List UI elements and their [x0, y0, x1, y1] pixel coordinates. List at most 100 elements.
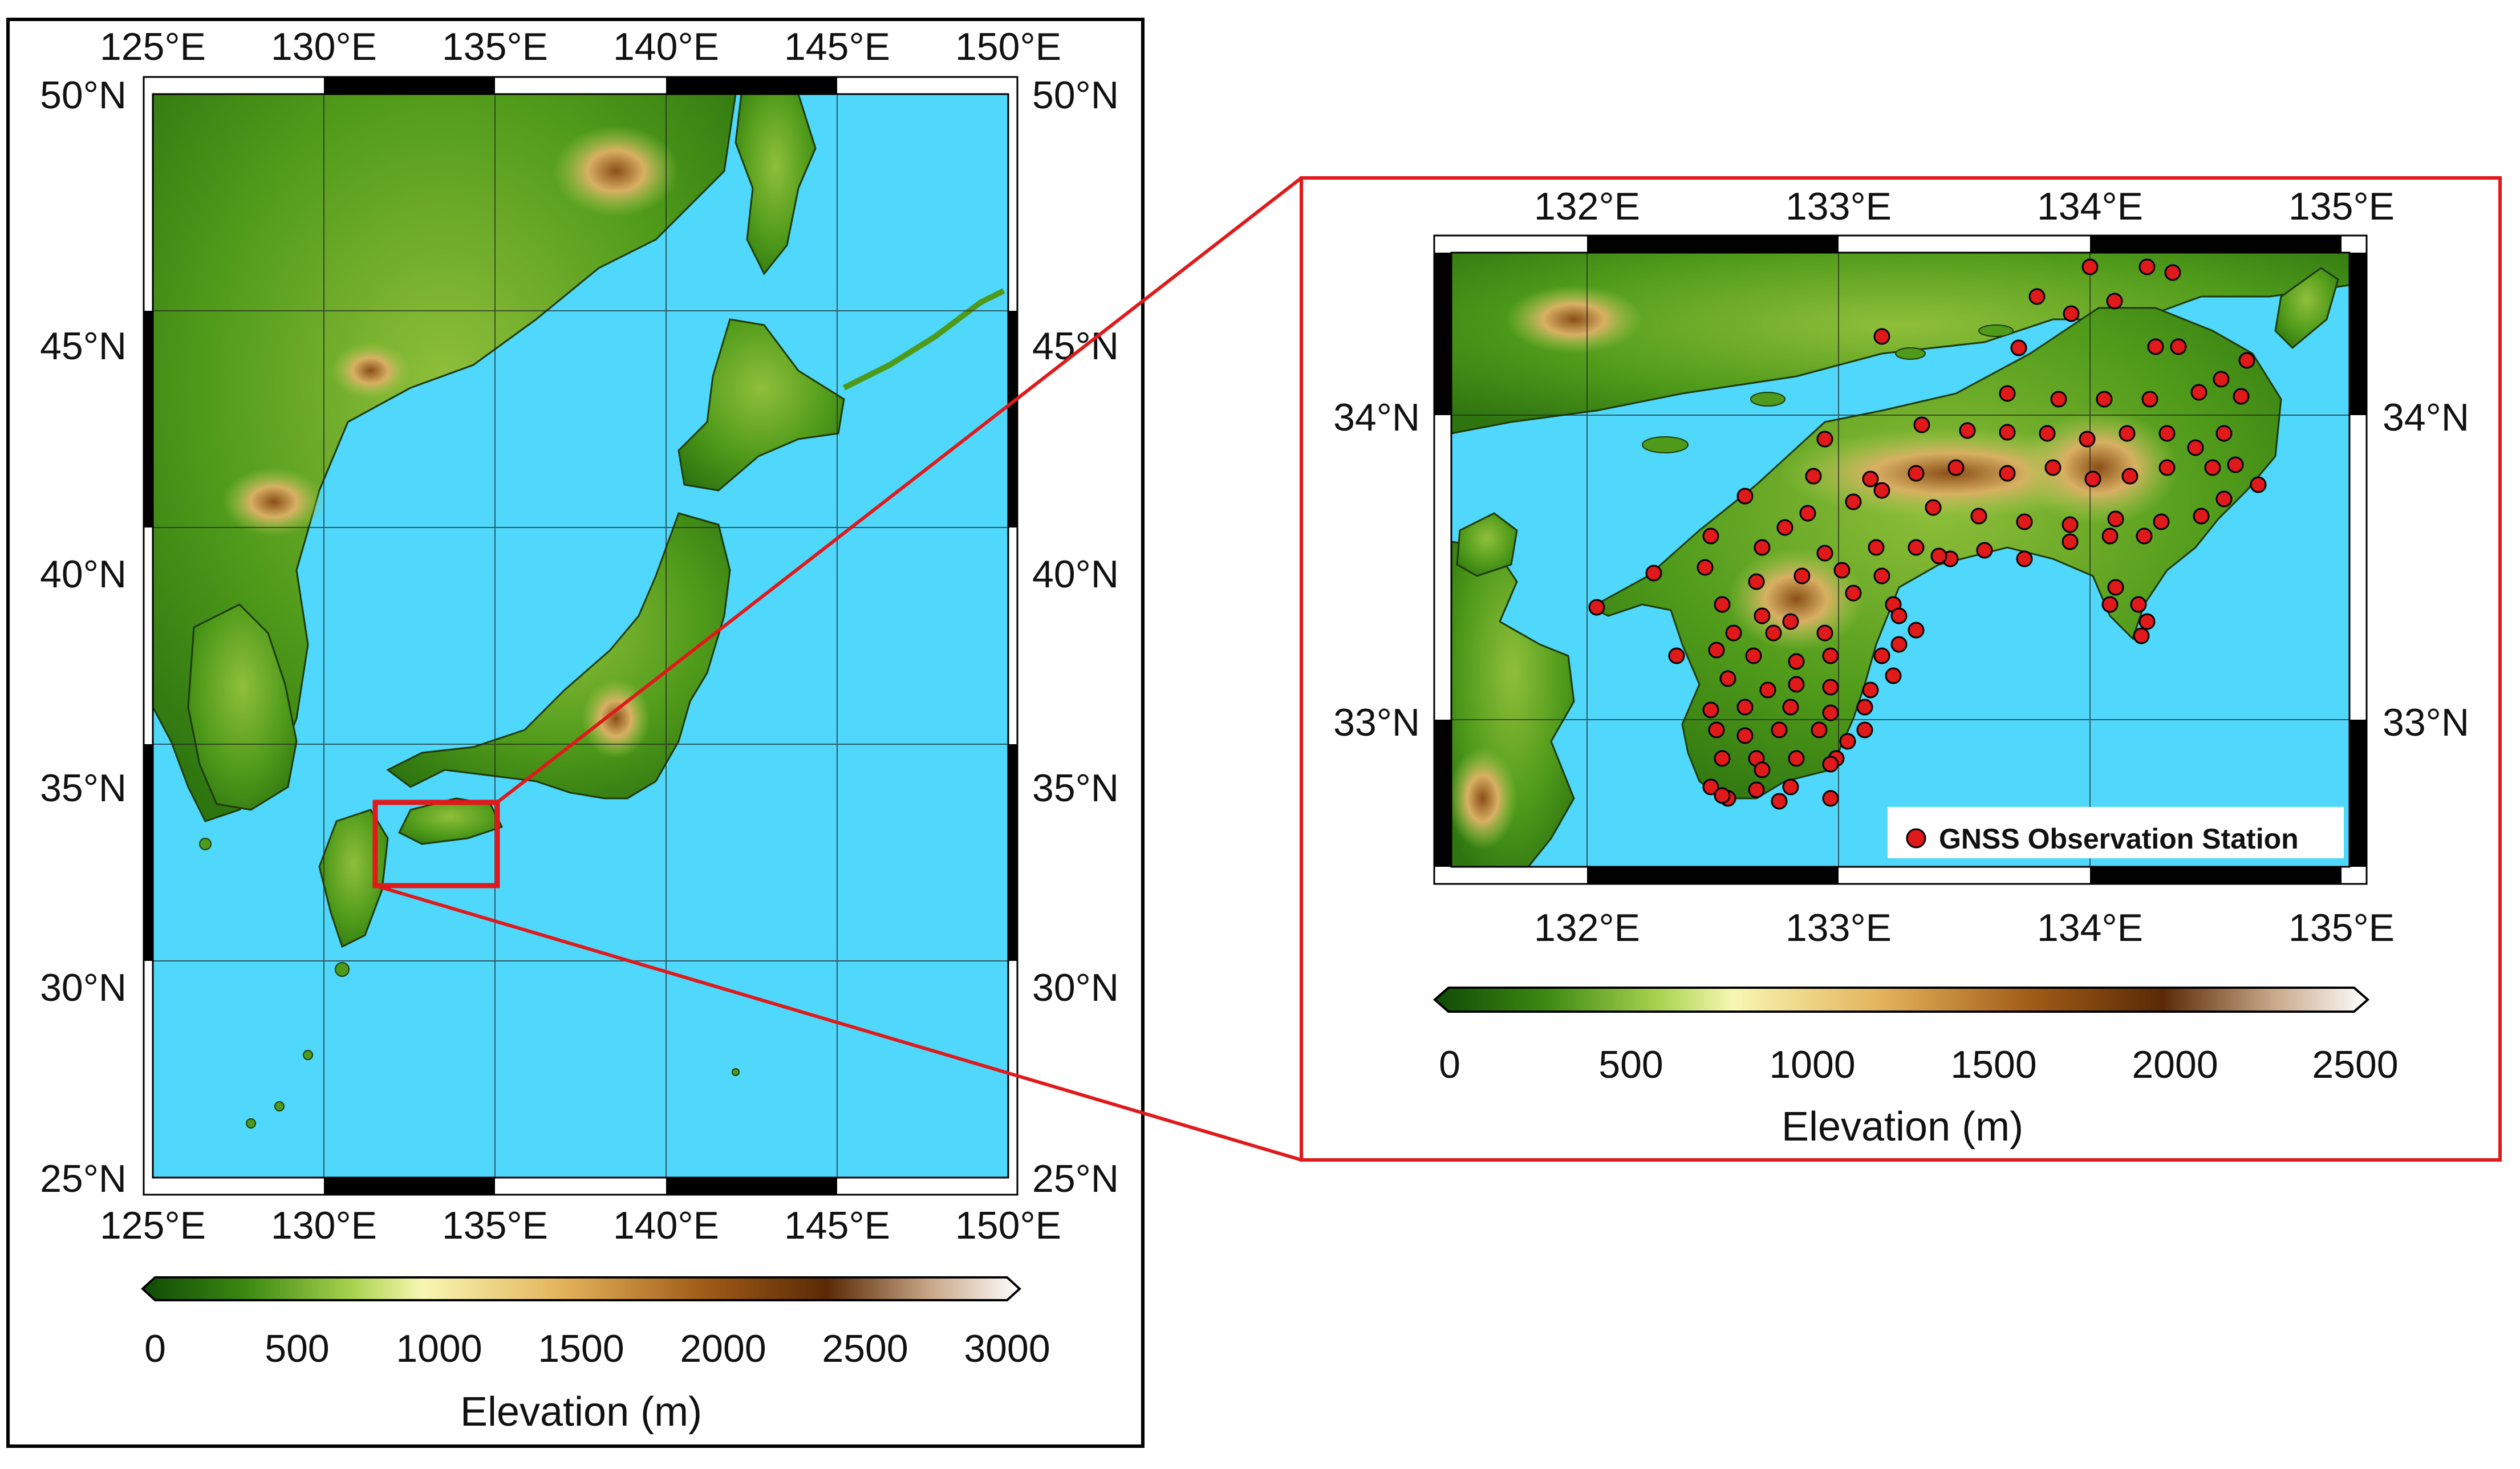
left-map-lon-labels-top: 125°E 130°E 135°E 140°E 145°E 150°E: [100, 25, 1061, 68]
lon-label: 135°E: [2288, 185, 2395, 228]
gnss-station-marker: [1885, 667, 1902, 684]
lon-label: 133°E: [1785, 185, 1892, 228]
colorbar-tick-label: 500: [265, 1327, 329, 1370]
gnss-station-marker: [1873, 567, 1890, 585]
left-map: [143, 76, 1018, 1196]
gnss-station-marker: [1970, 508, 1987, 525]
right-map-island: [1642, 436, 1689, 453]
gnss-station-marker: [1702, 527, 1719, 545]
gnss-station-marker: [2101, 596, 2119, 613]
lon-label: 150°E: [955, 1204, 1061, 1247]
left-map-island: [732, 1068, 740, 1076]
gnss-station-marker: [1816, 431, 1833, 448]
left-colorbar-label: Elevation (m): [460, 1389, 702, 1435]
colorbar-tick-label: 1500: [538, 1327, 624, 1370]
gnss-station-marker: [2101, 527, 2119, 545]
gnss-station-marker: [1702, 701, 1719, 719]
zoom-connector-line: [496, 176, 1302, 804]
gnss-station-marker: [1908, 465, 1925, 482]
gnss-station-marker: [1645, 565, 1662, 582]
gnss-station-marker: [1822, 790, 1839, 807]
lon-label: 134°E: [2037, 906, 2143, 949]
left-map-study-area-box: [372, 800, 500, 888]
gnss-station-marker: [1930, 547, 1947, 565]
gnss-station-marker: [1697, 559, 1714, 576]
gnss-station-marker: [2119, 425, 2136, 442]
gnss-station-marker: [1714, 596, 1731, 613]
lat-label: 35°N: [40, 766, 127, 810]
left-map-lon-labels-bottom: 125°E 130°E 135°E 140°E 145°E 150°E: [100, 1204, 1061, 1247]
gnss-station-marker: [1947, 459, 1965, 476]
gnss-station-marker: [1748, 781, 1765, 798]
colorbar-tick-label: 0: [1439, 1043, 1460, 1086]
gnss-station-marker: [1822, 756, 1839, 773]
gnss-station-marker: [2084, 470, 2101, 488]
gnss-station-marker: [1588, 599, 1605, 616]
colorbar-tick-label: 1000: [1769, 1043, 1855, 1086]
left-map-highland: [331, 342, 411, 399]
gnss-station-marker: [1714, 750, 1731, 767]
gnss-station-marker: [2227, 456, 2244, 473]
gnss-station-marker: [2158, 459, 2176, 476]
colorbar-tick-label: 3000: [964, 1327, 1050, 1370]
gnss-station-marker: [2193, 508, 2210, 525]
lon-label: 130°E: [271, 1204, 377, 1247]
gnss-station-marker: [1873, 482, 1890, 499]
gnss-station-marker: [2136, 527, 2153, 545]
gnss-station-marker: [1833, 562, 1851, 579]
right-map-highland: [1448, 747, 1517, 850]
colorbar-tick-label: 2500: [2312, 1043, 2398, 1086]
left-map-korea: [187, 603, 298, 811]
gnss-station-marker: [1668, 647, 1685, 664]
gnss-station-marker: [1845, 493, 1862, 510]
colorbar-tick-label: 2000: [2132, 1043, 2218, 1086]
lat-label: 34°N: [1333, 396, 1420, 439]
gnss-station-marker: [1748, 573, 1765, 590]
gnss-station-marker: [2010, 339, 2027, 356]
gnss-station-marker: [1822, 647, 1839, 664]
gnss-station-marker: [1736, 727, 1754, 744]
lon-label: 125°E: [100, 1204, 206, 1247]
colorbar-tick-label: 1000: [396, 1327, 482, 1370]
gnss-station-marker: [2050, 391, 2067, 408]
gnss-legend-marker: [1906, 828, 1926, 849]
gnss-station-marker: [1856, 699, 1873, 716]
right-map-lon-labels-bottom: 132°E 133°E 134°E 135°E: [1534, 906, 2395, 949]
gnss-station-marker: [1782, 699, 1799, 716]
gnss-station-marker: [2079, 431, 2096, 448]
gnss-station-marker: [1714, 787, 1731, 804]
gnss-station-marker: [1862, 470, 1879, 488]
lat-label: 33°N: [2383, 701, 2469, 744]
lat-label: 50°N: [1032, 74, 1119, 117]
colorbar-tick-label: 1500: [1950, 1043, 2036, 1086]
gnss-station-marker: [1771, 721, 1788, 738]
gnss-station-marker: [1845, 585, 1862, 602]
right-colorbar-ticks: 0 500 1000 1500 2000 2500: [1439, 1043, 2399, 1086]
gnss-legend-label: GNSS Observation Station: [1939, 823, 2299, 855]
lon-label: 133°E: [1785, 906, 1892, 949]
gnss-station-marker: [1822, 679, 1839, 696]
gnss-station-marker: [2213, 371, 2230, 388]
gnss-station-marker: [2190, 384, 2207, 401]
lat-label: 30°N: [40, 966, 127, 1009]
gnss-station-marker: [2187, 439, 2204, 456]
gnss-station-marker: [1793, 567, 1811, 585]
right-colorbar: 0 500 1000 1500 2000 2500 Elevation (m): [1433, 987, 2399, 1150]
left-map-gridlines: [153, 94, 1008, 1178]
gnss-station-marker: [2164, 264, 2181, 281]
gnss-station-marker: [1754, 607, 1771, 624]
right-map-lon-labels-top: 132°E 133°E 134°E 135°E: [1534, 185, 2395, 228]
gnss-station-marker: [2081, 258, 2099, 275]
right-map-highland: [1505, 285, 1642, 354]
gnss-station-marker: [1811, 721, 1828, 738]
left-colorbar-ticks: 0 500 1000 1500 2000 2500 3000: [144, 1327, 1050, 1370]
lat-label: 30°N: [1032, 966, 1119, 1009]
left-map-highland: [222, 468, 325, 536]
gnss-station-marker: [2250, 476, 2267, 493]
gnss-station-marker: [2016, 513, 2033, 530]
right-map-highland: [2019, 411, 2178, 525]
gnss-station-marker: [2063, 305, 2080, 322]
lat-label: 25°N: [40, 1157, 127, 1200]
gnss-station-marker: [1736, 699, 1754, 716]
